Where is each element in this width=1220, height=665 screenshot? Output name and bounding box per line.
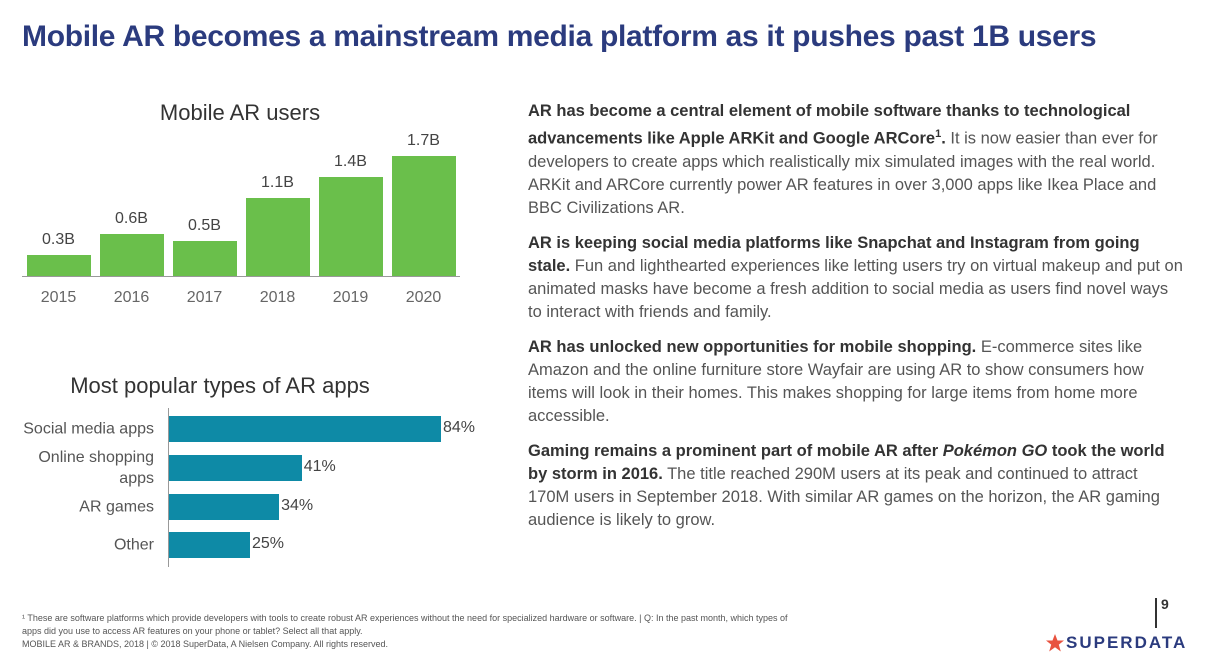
x-tick-label: 2016 — [113, 289, 150, 306]
text-run: The title reached 290M users at its peak… — [528, 464, 1160, 529]
y-axis — [168, 408, 169, 567]
text-run: It is now easier than ever for developer… — [528, 129, 1158, 217]
text-run: E-commerce sites like Amazon and the onl… — [528, 337, 1144, 425]
page-rule — [1155, 598, 1157, 628]
copyright: MOBILE AR & BRANDS, 2018 | © 2018 SuperD… — [22, 639, 388, 649]
value-label: 0.6B — [115, 209, 148, 227]
text-run: AR is keeping social media platforms lik… — [528, 233, 1140, 275]
chart-title: Most popular types of AR apps — [70, 373, 370, 398]
bar — [169, 416, 441, 443]
body-text: AR has become a central element of mobil… — [528, 100, 1183, 544]
text-run: took the world by storm in 2016. — [528, 441, 1165, 483]
value-label: 41% — [303, 458, 336, 476]
y-tick-label: Online shopping apps — [38, 449, 154, 488]
bar — [245, 198, 310, 276]
bar — [169, 493, 280, 520]
value-label: 1.4B — [334, 153, 367, 171]
bar — [169, 532, 250, 559]
text-run: 1 — [935, 128, 942, 140]
x-tick-label: 2020 — [405, 289, 442, 306]
x-tick-label: 2017 — [186, 289, 223, 306]
text-run: Pokémon GO — [942, 441, 1048, 460]
bar — [99, 233, 164, 276]
paragraph: AR has unlocked new opportunities for mo… — [528, 336, 1183, 428]
y-tick-label: AR games — [79, 498, 154, 516]
text-run: AR has unlocked new opportunities for mo… — [528, 337, 977, 356]
logo-star — [1046, 634, 1064, 652]
value-label: 84% — [443, 419, 476, 437]
slide-title: Mobile AR becomes a mainstream media pla… — [22, 20, 1097, 53]
value-label: 34% — [281, 496, 314, 514]
chart-title: Mobile AR users — [159, 100, 321, 125]
bar — [318, 177, 383, 276]
value-label: 0.3B — [42, 230, 75, 248]
text-run: . — [941, 129, 946, 148]
logo-text: SUPERDATA — [1066, 633, 1188, 652]
text-run: AR has become a central element of mobil… — [528, 102, 1131, 148]
y-tick-label: Social media apps — [23, 420, 154, 438]
text-run: Gaming remains a prominent part of mobil… — [528, 441, 943, 460]
text-run: Fun and lighthearted experiences like le… — [528, 256, 1183, 321]
value-label: 25% — [251, 535, 284, 553]
value-label: 1.1B — [261, 174, 294, 192]
x-tick-label: 2018 — [259, 289, 296, 306]
x-axis — [22, 276, 460, 277]
paragraph: AR has become a central element of mobil… — [528, 100, 1183, 220]
y-tick-label: Other — [113, 536, 154, 554]
paragraph: Gaming remains a prominent part of mobil… — [528, 440, 1183, 532]
footnote: ¹ These are software platforms which pro… — [22, 613, 788, 636]
bar — [172, 240, 237, 276]
bar — [391, 156, 456, 276]
x-tick-label: 2019 — [332, 289, 369, 306]
bar — [169, 455, 302, 482]
value-label: 1.7B — [407, 132, 440, 149]
x-tick-label: 2015 — [40, 289, 77, 306]
page-number: 9 — [1161, 596, 1169, 612]
bar — [26, 254, 91, 276]
value-label: 0.5B — [188, 216, 221, 234]
footer: ¹ These are software platforms which pro… — [22, 612, 802, 651]
paragraph: AR is keeping social media platforms lik… — [528, 232, 1183, 324]
